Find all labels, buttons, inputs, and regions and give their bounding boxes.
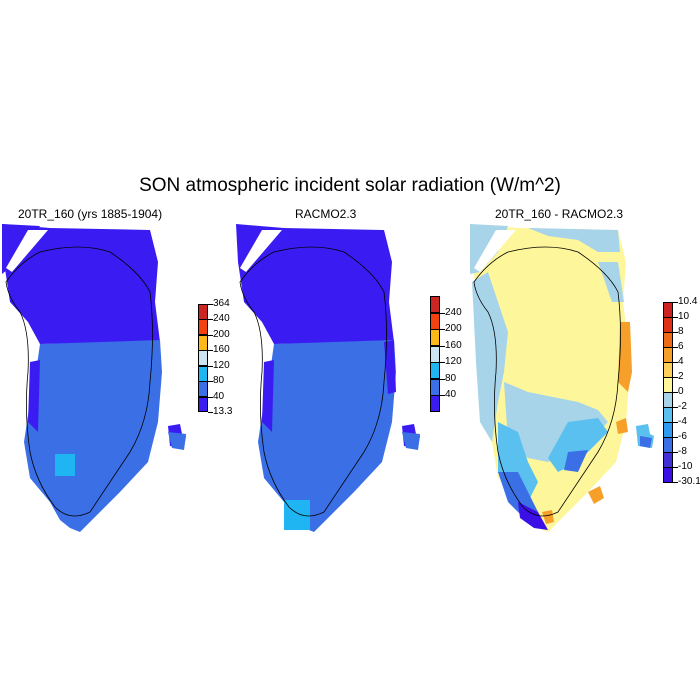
colorbar-segment [430, 362, 440, 380]
colorbar-tick [208, 304, 213, 305]
colorbar-segment [198, 381, 208, 398]
colorbar-segment [663, 332, 673, 348]
colorbar-segment [663, 347, 673, 363]
colorbar-segment [198, 396, 208, 413]
colorbar-label: 240 [213, 313, 230, 325]
colorbar-segment [430, 345, 440, 363]
figure-title: SON atmospheric incident solar radiation… [139, 175, 561, 196]
colorbar-tick [673, 482, 678, 483]
panel-3-map [470, 224, 654, 532]
colorbar-tick [673, 332, 678, 333]
greenland-field-2 [236, 224, 420, 532]
colorbar-label: 10 [678, 311, 690, 322]
colorbar-segment [663, 437, 673, 453]
greenland-field-1 [2, 224, 186, 532]
colorbar-label: 120 [213, 359, 230, 371]
colorbar-tick [208, 381, 213, 383]
colorbar-label: -2 [678, 401, 687, 412]
colorbar-segment [663, 377, 673, 393]
colorbar-label: 0 [678, 386, 684, 397]
colorbar-segment [198, 365, 208, 382]
colorbar-segment [663, 317, 673, 333]
colorbar-tick [208, 412, 213, 413]
colorbar-label: 120 [445, 356, 462, 368]
colorbar-tick [208, 350, 213, 352]
colorbar-label: -8 [678, 446, 687, 457]
colorbar-segment [198, 334, 208, 351]
colorbar-segment [663, 407, 673, 423]
colorbar-label: 13.3 [213, 406, 233, 417]
colorbar-tick [208, 396, 213, 398]
colorbar-segment [663, 302, 673, 318]
colorbar-tick [673, 422, 678, 423]
colorbar-label: 160 [445, 339, 462, 351]
colorbar-segment [663, 452, 673, 468]
colorbar-tick [673, 392, 678, 393]
colorbar-tick [673, 407, 678, 408]
colorbar-segment [663, 362, 673, 378]
colorbar-tick [673, 467, 678, 468]
colorbar-segment [663, 467, 673, 483]
colorbar-tick [673, 347, 678, 348]
colorbar-tick [440, 362, 445, 364]
colorbar-label: 40 [213, 390, 225, 402]
colorbar-tick [440, 395, 445, 397]
colorbar-segment [663, 422, 673, 438]
colorbar-tick [673, 437, 678, 438]
colorbar-segment [430, 296, 440, 314]
colorbar-label: 10.4 [678, 296, 698, 307]
colorbar-label: 160 [213, 344, 230, 356]
colorbar-tick [208, 365, 213, 367]
colorbar-label: 8 [678, 326, 684, 337]
colorbar-segment [430, 378, 440, 396]
colorbar-tick [440, 378, 445, 380]
colorbar-label: -4 [678, 416, 687, 427]
colorbar-label: -6 [678, 431, 687, 442]
colorbar-tick [440, 329, 445, 331]
colorbar-label: 80 [213, 375, 225, 387]
colorbar-segment [430, 329, 440, 347]
colorbar-tick [673, 302, 678, 303]
colorbar-label: 2 [678, 371, 684, 382]
panel-1-title: 20TR_160 (yrs 1885-1904) [18, 207, 163, 221]
colorbar-segment [198, 319, 208, 336]
colorbar-tick [673, 452, 678, 453]
colorbar-label: 200 [213, 328, 230, 340]
colorbar-tick [440, 312, 445, 314]
colorbar-segment [663, 392, 673, 408]
colorbar-tick [208, 334, 213, 336]
panel-1-map [2, 224, 186, 532]
colorbar-tick [208, 319, 213, 321]
colorbar-label: 40 [445, 389, 457, 401]
colorbar-label: 364 [213, 298, 230, 309]
colorbar-label: -30.1 [678, 476, 700, 487]
panel-2-title: RACMO2.3 [295, 207, 357, 221]
colorbar-tick [673, 377, 678, 378]
colorbar-segment [198, 304, 208, 320]
colorbar-label: 200 [445, 323, 462, 335]
greenland-field-3 [470, 224, 654, 532]
colorbar-label: 4 [678, 356, 684, 367]
colorbar-label: 6 [678, 341, 684, 352]
colorbar-label: 80 [445, 372, 457, 384]
colorbar-label: 240 [445, 306, 462, 318]
colorbar-segment [430, 312, 440, 330]
colorbar-segment [198, 350, 208, 367]
colorbar-tick [673, 362, 678, 363]
colorbar-segment [430, 395, 440, 413]
colorbar-label: -10 [678, 461, 693, 472]
panel-3-title: 20TR_160 - RACMO2.3 [495, 207, 624, 221]
panel-2-map [236, 224, 420, 532]
colorbar-tick [440, 345, 445, 347]
colorbar-tick [673, 317, 678, 318]
